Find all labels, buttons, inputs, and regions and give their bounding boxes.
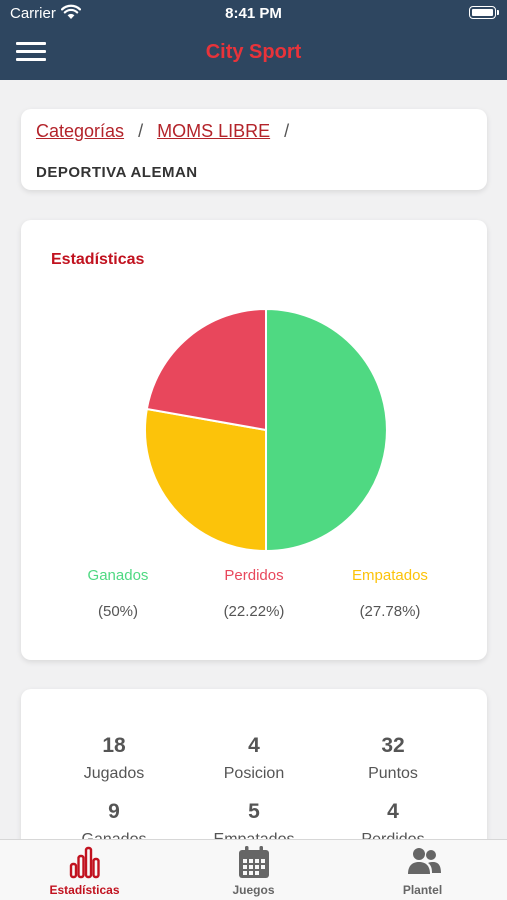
- hamburger-menu-icon[interactable]: [16, 42, 46, 62]
- pie-slice-empatados: [144, 407, 267, 553]
- metric-value: 5: [248, 800, 260, 823]
- metric-value: 18: [102, 734, 126, 757]
- percent-perdidos: (22.22%): [223, 603, 285, 620]
- pie-slice-ganados: [265, 307, 388, 553]
- pie-slice-perdidos: [145, 307, 267, 432]
- navigation-header: Carrier 8:41 PM City Sport: [0, 0, 507, 80]
- breadcrumb-separator: /: [284, 121, 290, 141]
- legend-empatados: Empatados: [352, 567, 428, 584]
- calendar-icon: [239, 846, 269, 878]
- status-bar: Carrier 8:41 PM: [0, 0, 507, 28]
- breadcrumb-link-categorias[interactable]: Categorías: [36, 121, 125, 141]
- breadcrumb-card: Categorías / MOMS LIBRE / DEPORTIVA ALEMAN: [21, 109, 487, 190]
- bar-chart-icon: [69, 846, 100, 879]
- wifi-icon: [61, 4, 81, 19]
- battery-icon: [469, 6, 499, 19]
- metric-value: 4: [387, 800, 399, 823]
- app-title: City Sport: [205, 41, 302, 63]
- breadcrumb-link-moms-libre[interactable]: MOMS LIBRE: [157, 121, 271, 141]
- users-icon: [408, 848, 441, 874]
- metric-label: Puntos: [368, 765, 418, 782]
- breadcrumb-separator: /: [138, 121, 144, 141]
- tab-estadisticas[interactable]: Estadísticas: [0, 840, 169, 900]
- tab-label: Plantel: [402, 883, 443, 897]
- metric-value: 4: [248, 734, 260, 757]
- breadcrumb: Categorías / MOMS LIBRE /: [36, 121, 303, 142]
- legend-ganados: Ganados: [87, 567, 149, 584]
- tab-juegos[interactable]: Juegos: [169, 840, 338, 900]
- percent-empatados: (27.78%): [359, 603, 421, 620]
- carrier-label: Carrier: [10, 5, 56, 22]
- tab-plantel[interactable]: Plantel: [338, 840, 507, 900]
- tab-label: Juegos: [232, 883, 275, 897]
- metric-jugados: 18 Jugados: [39, 734, 189, 783]
- metric-label: Posicion: [223, 765, 285, 782]
- tab-bar: Estadísticas Juegos Plantel: [0, 839, 507, 900]
- team-name: DEPORTIVA ALEMAN: [36, 164, 198, 181]
- stats-card: Estadísticas Ganados Perdidos Empatados …: [21, 220, 487, 660]
- metric-value: 32: [381, 734, 405, 757]
- metric-posicion: 4 Posicion: [179, 734, 329, 783]
- tab-label: Estadísticas: [49, 883, 120, 897]
- stats-title: Estadísticas: [51, 251, 145, 268]
- percent-ganados: (50%): [97, 603, 138, 620]
- metric-value: 9: [108, 800, 120, 823]
- metric-label: Jugados: [83, 765, 145, 782]
- pie-chart: [144, 307, 388, 553]
- metric-puntos: 32 Puntos: [318, 734, 468, 783]
- status-time: 8:41 PM: [225, 5, 282, 22]
- legend-perdidos: Perdidos: [224, 567, 284, 584]
